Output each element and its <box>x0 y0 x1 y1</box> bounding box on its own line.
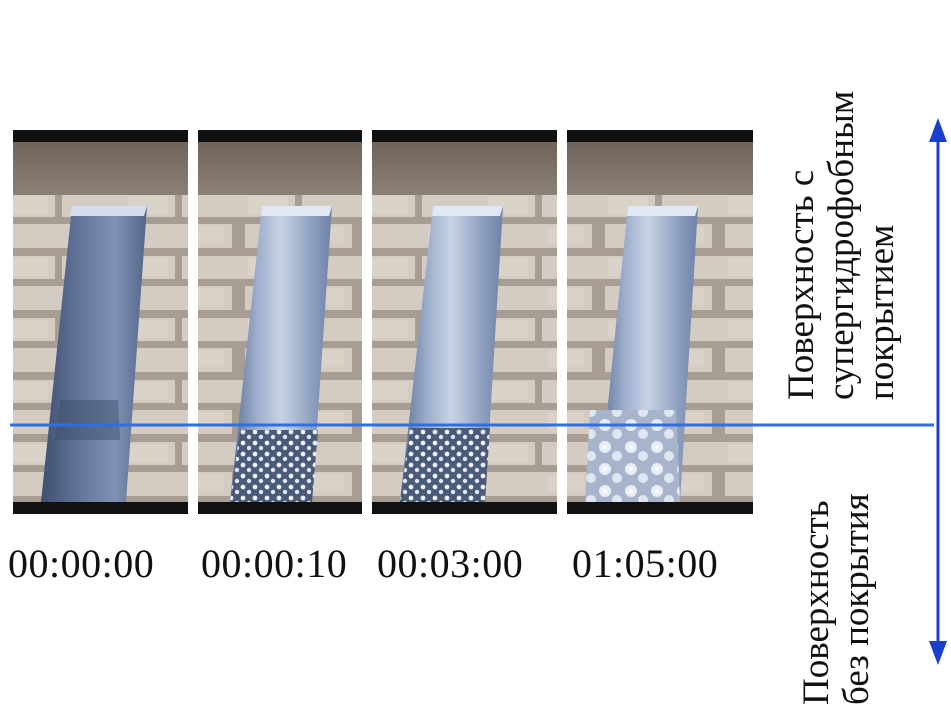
uncoated-surface-label: Поверхность без покрытия <box>796 493 877 705</box>
frame-4 <box>567 130 753 514</box>
coated-label-line-1: Поверхность с <box>781 169 822 400</box>
double-headed-arrow-icon <box>929 118 947 665</box>
timestamp-4: 01:05:00 <box>572 541 719 586</box>
timestamp-1: 00:00:00 <box>8 541 155 586</box>
frame-2 <box>198 130 362 514</box>
coated-surface-label: Поверхность с супергидрофобным покрытием <box>781 90 902 400</box>
coated-label-line-2: супергидрофобным <box>821 90 862 400</box>
uncoated-label-line-1: Поверхность <box>796 500 837 705</box>
timestamp-3: 00:03:00 <box>377 541 524 586</box>
uncoated-label-line-2: без покрытия <box>836 493 877 705</box>
timestamp-2: 00:00:10 <box>201 541 348 586</box>
coated-label-line-3: покрытием <box>861 224 902 400</box>
frame-1 <box>13 130 188 514</box>
frame-3 <box>372 130 557 514</box>
